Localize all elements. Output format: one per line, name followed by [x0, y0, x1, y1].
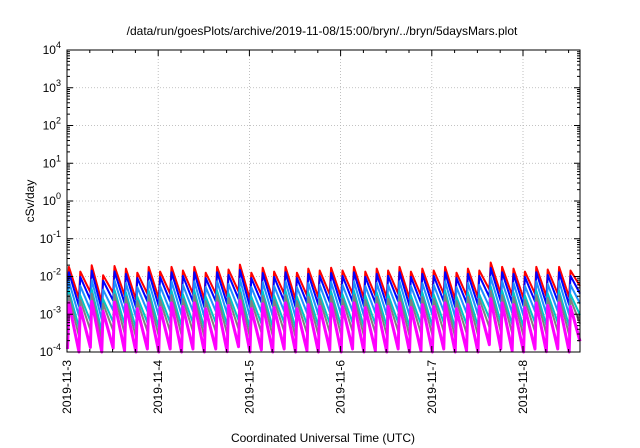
y-tick-exponent: 0	[56, 191, 61, 201]
ticks-layer	[66, 49, 580, 353]
y-tick-exponent: 1	[56, 153, 61, 163]
y-tick-label: 102	[43, 116, 61, 133]
y-tick-label: 104	[43, 40, 61, 57]
y-tick-base: 10	[43, 156, 57, 170]
y-tick-exponent: 4	[56, 40, 61, 50]
series-layer	[66, 261, 582, 354]
y-tick-exponent: -4	[53, 342, 61, 352]
y-tick-exponent: -1	[53, 229, 61, 239]
y-tick-label: 10-4	[40, 342, 61, 359]
series-line-4	[66, 285, 581, 332]
x-tick-label: 2019-11-6	[334, 360, 348, 414]
x-tick-label: 2019-11-5	[242, 360, 256, 414]
y-tick-base: 10	[40, 232, 54, 246]
series-line-5	[66, 289, 581, 341]
series-line-3	[66, 275, 581, 321]
x-tick-label: 2019-11-3	[60, 360, 74, 414]
y-tick-label: 10-3	[40, 304, 61, 321]
y-tick-label: 10-1	[40, 229, 61, 246]
grid-layer	[67, 50, 580, 352]
x-axis-label: Coordinated Universal Time (UTC)	[231, 431, 415, 445]
x-tick-labels: 2019-11-3 2019-11-4 2019-11-5 2019-11-6 2019…	[60, 360, 530, 414]
y-tick-base: 10	[40, 270, 54, 284]
y-tick-base: 10	[43, 194, 57, 208]
y-tick-base: 10	[43, 81, 57, 95]
y-tick-exponent: -3	[53, 304, 61, 314]
y-axis-label: cSv/day	[23, 180, 37, 223]
x-tick-label: 2019-11-8	[516, 360, 530, 414]
y-tick-base: 10	[43, 119, 57, 133]
y-tick-base: 10	[40, 345, 54, 359]
series-line-2	[66, 266, 581, 311]
y-tick-base: 10	[40, 307, 54, 321]
y-tick-label: 100	[43, 191, 61, 208]
series-line-1	[66, 261, 581, 304]
series-line-6	[66, 297, 582, 354]
chart-title: /data/run/goesPlots/archive/2019-11-08/1…	[127, 24, 518, 38]
x-tick-label: 2019-11-4	[151, 360, 165, 414]
y-tick-base: 10	[43, 43, 57, 57]
y-tick-label: 10-2	[40, 267, 61, 284]
y-tick-label: 101	[43, 153, 61, 170]
y-tick-exponent: 3	[56, 78, 61, 88]
y-tick-exponent: 2	[56, 116, 61, 126]
y-tick-label: 103	[43, 78, 61, 95]
y-tick-exponent: -2	[53, 267, 61, 277]
x-tick-label: 2019-11-7	[425, 360, 439, 414]
